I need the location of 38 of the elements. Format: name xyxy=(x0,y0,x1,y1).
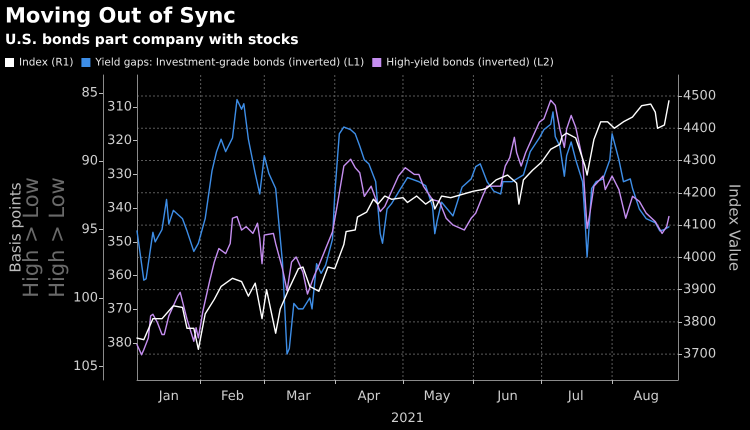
y-tick-label: 105 xyxy=(73,358,98,374)
y3-tick-label: 370 xyxy=(107,302,132,317)
y3-tick-label: 340 xyxy=(107,200,132,216)
y-tick-label: 85 xyxy=(81,85,98,100)
x-tick-label: Jun xyxy=(496,389,518,404)
x-tick-label: Jan xyxy=(158,389,179,404)
x-tick-label: Feb xyxy=(220,389,244,404)
y2-tick-label: 4400 xyxy=(683,120,716,136)
legend-label: Yield gaps: Investment-grade bonds (inverted) (L1) xyxy=(94,56,364,68)
y3-tick-label: 380 xyxy=(107,335,132,350)
y2-axis-title: Index Value xyxy=(726,184,744,272)
y2-tick-label: 4000 xyxy=(683,250,716,265)
x-axis-title: 2021 xyxy=(390,411,424,426)
y-tick-label: 90 xyxy=(81,154,98,169)
y2-tick-label: 4500 xyxy=(683,88,716,104)
y3-tick-label: 310 xyxy=(107,100,132,115)
x-tick-label: Jul xyxy=(566,389,584,404)
legend-label: Index (R1) xyxy=(19,56,74,68)
y2-tick-label: 4100 xyxy=(683,218,716,233)
y2-tick-label: 3800 xyxy=(683,314,716,330)
legend-label: High-yield bonds (inverted) (L2) xyxy=(386,56,554,68)
y2-tick-label: 4300 xyxy=(683,153,716,168)
text: High > Low xyxy=(45,177,69,298)
y-tick-label: 95 xyxy=(81,222,98,238)
x-tick-label: May xyxy=(424,389,451,404)
y3-tick-label: 330 xyxy=(107,166,132,182)
y-tick-label: 100 xyxy=(73,290,98,306)
y2-tick-label: 3900 xyxy=(683,282,716,298)
chart-title: Moving Out of Sync xyxy=(5,4,236,28)
x-tick-label: Apr xyxy=(358,389,381,404)
x-tick-label: Mar xyxy=(286,389,312,404)
y3-tick-label: 360 xyxy=(107,268,132,284)
y2-tick-label: 3700 xyxy=(683,346,716,362)
chart-subtitle: U.S. bonds part company with stocks xyxy=(5,32,299,48)
x-tick-label: Aug xyxy=(633,389,659,404)
y3-tick-label: 320 xyxy=(107,133,132,148)
y2-tick-label: 4200 xyxy=(683,185,716,200)
y3-tick-label: 350 xyxy=(107,234,132,250)
